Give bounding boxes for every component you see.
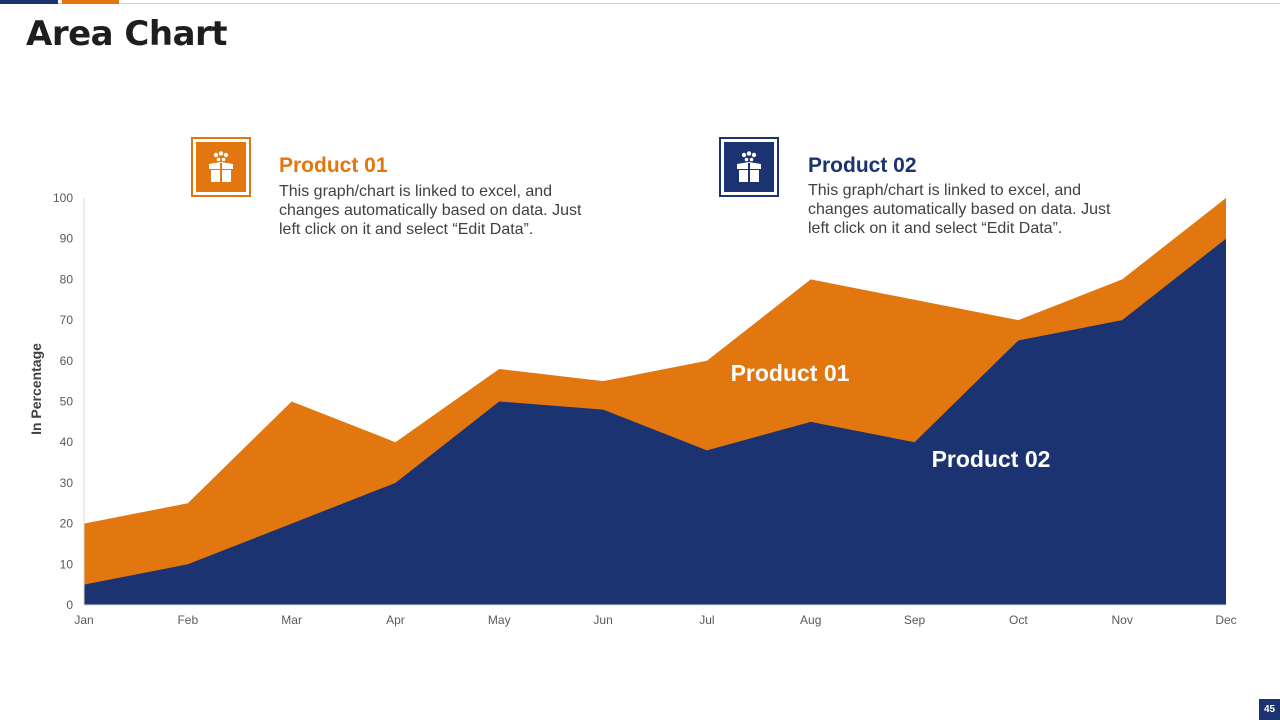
product-01-description: This graph/chart is linked to excel, and… xyxy=(279,183,582,238)
x-tick-label: Jul xyxy=(699,613,714,627)
x-tick-label: Jan xyxy=(74,613,93,627)
x-tick-label: Oct xyxy=(1009,613,1028,627)
chart-annotation-product-02: Product 02 xyxy=(932,446,1051,472)
gift-box-icon xyxy=(209,151,233,182)
y-tick-label: 70 xyxy=(60,313,74,327)
top-accent-bar-orange xyxy=(62,0,119,4)
product-02-title: Product 02 xyxy=(808,154,917,177)
top-accent-bar-blue xyxy=(0,0,58,4)
y-tick-label: 20 xyxy=(60,517,74,531)
y-tick-label: 50 xyxy=(60,395,74,409)
chart-annotation-product-01: Product 01 xyxy=(731,360,850,386)
gift-box-icon xyxy=(737,151,761,182)
y-tick-label: 80 xyxy=(60,272,74,286)
x-tick-label: Sep xyxy=(904,613,926,627)
area-series-product-02 xyxy=(84,238,1226,605)
y-tick-label: 0 xyxy=(66,598,73,612)
page-title: Area Chart xyxy=(26,14,228,54)
x-tick-label: Feb xyxy=(177,613,198,627)
y-tick-label: 90 xyxy=(60,232,74,246)
x-tick-label: Nov xyxy=(1112,613,1133,627)
x-tick-label: Mar xyxy=(281,613,302,627)
y-tick-label: 60 xyxy=(60,354,74,368)
product-01-icon-box xyxy=(191,137,251,197)
top-rule xyxy=(0,3,1280,4)
y-tick-label: 30 xyxy=(60,476,74,490)
product-02-description: This graph/chart is linked to excel, and… xyxy=(808,182,1111,237)
product-01-title: Product 01 xyxy=(279,154,388,177)
product-02-icon-box xyxy=(719,137,779,197)
y-tick-label: 40 xyxy=(60,435,74,449)
product-01-icon-fill xyxy=(196,142,246,192)
y-axis-title: In Percentage xyxy=(28,343,44,435)
x-tick-label: Jun xyxy=(593,613,612,627)
x-tick-label: Aug xyxy=(800,613,821,627)
y-tick-label: 10 xyxy=(60,557,74,571)
page-number: 45 xyxy=(1259,699,1280,720)
y-tick-label: 100 xyxy=(53,191,73,205)
product-02-icon-fill xyxy=(724,142,774,192)
x-tick-label: May xyxy=(488,613,511,627)
x-tick-label: Dec xyxy=(1215,613,1236,627)
x-tick-label: Apr xyxy=(386,613,405,627)
